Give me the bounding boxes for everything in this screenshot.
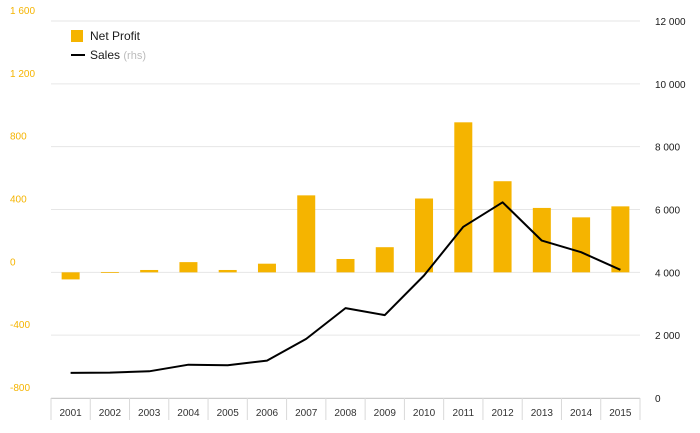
legend-label-sales-suffix: (rhs) bbox=[123, 50, 146, 62]
right-tick-label: 8 000 bbox=[655, 143, 680, 154]
x-tick-label: 2007 bbox=[295, 408, 318, 419]
x-tick-label: 2001 bbox=[60, 408, 83, 419]
x-tick-label: 2004 bbox=[177, 408, 200, 419]
left-tick-label: -400 bbox=[10, 320, 30, 331]
x-tick-label: 2013 bbox=[531, 408, 554, 419]
x-tick-label: 2010 bbox=[413, 408, 436, 419]
x-tick-label: 2006 bbox=[256, 408, 279, 419]
x-axis: 2001 2002 2003 2004 2005 2006 2007 2008 2009 2010… bbox=[50, 398, 641, 420]
gridlines bbox=[51, 20, 640, 399]
right-tick-label: 12 000 bbox=[655, 17, 686, 28]
bar-net-profit bbox=[336, 258, 355, 273]
legend-swatch-net-profit bbox=[71, 30, 83, 42]
right-tick-label: 2 000 bbox=[655, 331, 680, 342]
x-tick-label: 2012 bbox=[491, 408, 514, 419]
bar-net-profit bbox=[415, 198, 434, 273]
sales-line bbox=[70, 201, 621, 374]
bar-net-profit bbox=[218, 269, 237, 273]
bar-net-profit bbox=[257, 263, 276, 273]
x-tick-label: 2009 bbox=[374, 408, 397, 419]
x-tick-label: 2008 bbox=[334, 408, 357, 419]
right-tick-label: 0 bbox=[655, 394, 661, 405]
legend-label-net-profit: Net Profit bbox=[90, 29, 141, 43]
bar-net-profit bbox=[375, 247, 394, 273]
bar-net-profit bbox=[61, 272, 80, 280]
bar-net-profit bbox=[572, 217, 591, 273]
right-axis-ticks: 0 2 000 4 000 6 000 8 000 10 000 12 000 bbox=[655, 17, 686, 405]
left-tick-label: 1 600 bbox=[10, 6, 35, 17]
left-tick-label: 800 bbox=[10, 132, 27, 143]
net-profit-bars bbox=[61, 122, 630, 280]
left-tick-label: -800 bbox=[10, 383, 30, 394]
x-tick-label: 2015 bbox=[609, 408, 632, 419]
bar-net-profit bbox=[493, 181, 512, 273]
left-axis-ticks: -800 -400 0 400 800 1 200 1 600 bbox=[10, 6, 35, 394]
bar-net-profit bbox=[179, 262, 198, 273]
bar-net-profit bbox=[454, 122, 473, 273]
sales-line-group bbox=[70, 201, 621, 374]
left-tick-label: 0 bbox=[10, 257, 16, 268]
x-tick-label: 2014 bbox=[570, 408, 593, 419]
x-tick-label: 2003 bbox=[138, 408, 161, 419]
x-tick-label: 2011 bbox=[453, 408, 475, 419]
legend: Net Profit Sales (rhs) bbox=[71, 29, 146, 62]
left-tick-label: 1 200 bbox=[10, 69, 35, 80]
bar-net-profit bbox=[140, 269, 159, 273]
x-tick-label: 2002 bbox=[99, 408, 122, 419]
right-tick-label: 10 000 bbox=[655, 80, 686, 91]
right-tick-label: 6 000 bbox=[655, 206, 680, 217]
legend-label-sales: Sales bbox=[90, 48, 120, 62]
x-tick-label: 2005 bbox=[217, 408, 240, 419]
bar-net-profit bbox=[297, 195, 316, 273]
left-tick-label: 400 bbox=[10, 195, 27, 206]
bar-net-profit bbox=[100, 272, 119, 273]
bar-net-profit bbox=[611, 206, 630, 273]
svg-text:Sales (rhs): Sales (rhs) bbox=[90, 48, 146, 62]
right-tick-label: 4 000 bbox=[655, 268, 680, 279]
